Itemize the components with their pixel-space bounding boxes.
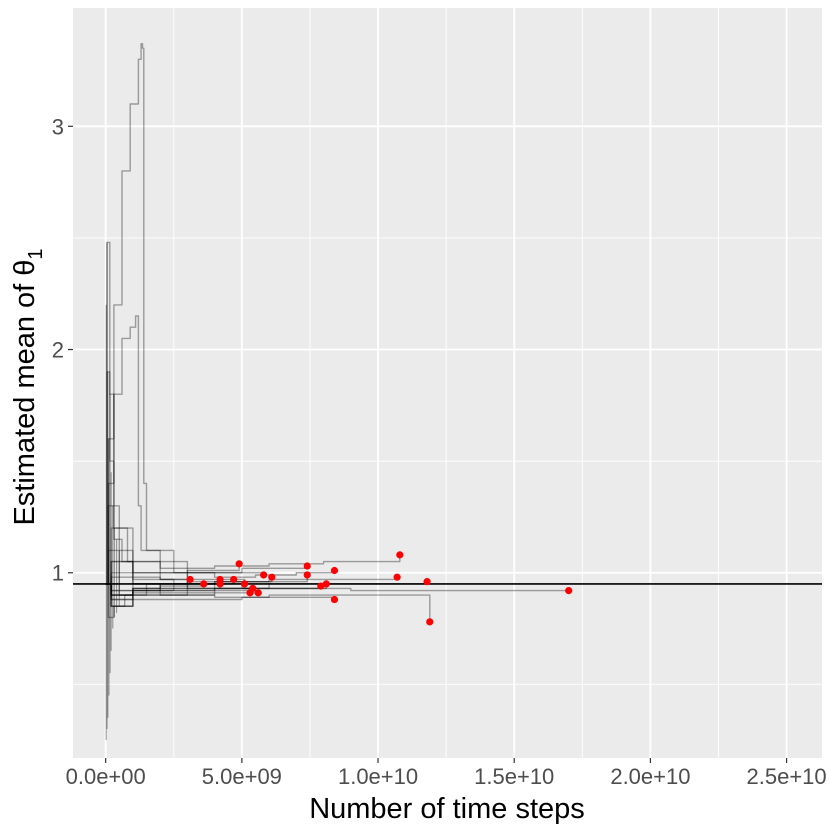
endpoint-point <box>330 595 339 604</box>
x-tick-label: 2.0e+10 <box>610 764 690 789</box>
trace-line <box>105 560 246 585</box>
endpoint-point <box>322 580 330 588</box>
trace-line <box>105 527 265 585</box>
y-tick-label: 2 <box>52 338 64 363</box>
trace-line <box>105 572 191 585</box>
y-tick-label: 3 <box>52 114 64 139</box>
trace-line <box>105 583 322 596</box>
endpoint-point <box>186 575 194 584</box>
endpoint-point <box>254 589 262 597</box>
x-tick-label: 5.0e+09 <box>202 764 282 789</box>
trace-line <box>105 583 336 607</box>
x-tick-label: 2.5e+10 <box>747 764 827 789</box>
y-tick-label: 1 <box>52 561 64 586</box>
x-tick-label: 0.0e+00 <box>66 764 146 789</box>
plot-panel <box>73 8 822 758</box>
endpoint-point <box>303 562 311 570</box>
y-axis-title: Estimated mean of θ1 <box>9 248 47 525</box>
trace-line <box>105 241 431 622</box>
x-axis-title: Number of time steps <box>309 793 585 825</box>
major-grid <box>73 8 822 758</box>
endpoint-point <box>423 578 431 586</box>
endpoint-point <box>426 618 434 626</box>
trace-line <box>105 583 205 596</box>
endpoint-point <box>235 560 243 568</box>
endpoint-point <box>317 582 325 590</box>
endpoint-point <box>303 571 311 579</box>
trace-line <box>105 505 240 585</box>
endpoint-point <box>396 551 404 559</box>
endpoint-point <box>260 571 268 579</box>
x-tick-label: 1.5e+10 <box>474 764 554 789</box>
trace-line <box>105 315 401 585</box>
trace-line <box>105 549 398 596</box>
y-axis-title-main: Estimated mean of θ <box>9 260 41 526</box>
endpoint-point <box>393 573 401 581</box>
endpoint-point <box>268 573 276 581</box>
trace-spikes <box>105 242 120 741</box>
endpoint-point <box>330 566 339 575</box>
minor-grid <box>73 8 822 758</box>
trace-line <box>105 575 308 601</box>
trace-line <box>105 43 336 585</box>
endpoint-markers <box>186 551 573 626</box>
endpoint-point <box>249 584 257 592</box>
trace-line <box>105 576 253 590</box>
endpoint-point <box>230 575 238 584</box>
endpoint-point <box>565 586 573 595</box>
x-axis-ticks: 0.0e+00 5.0e+09 1.0e+10 1.5e+10 2.0e+10 2.5e+… <box>66 758 827 789</box>
endpoint-point <box>200 580 208 588</box>
endpoint-point <box>216 580 224 588</box>
x-tick-label: 1.0e+10 <box>338 764 418 789</box>
y-axis-ticks: 1 2 3 <box>52 114 73 586</box>
trace-line <box>105 371 569 592</box>
y-axis-title-subscript: 1 <box>25 248 47 259</box>
trace-line <box>105 566 308 619</box>
trace-line <box>105 583 327 607</box>
endpoint-point <box>240 580 249 588</box>
